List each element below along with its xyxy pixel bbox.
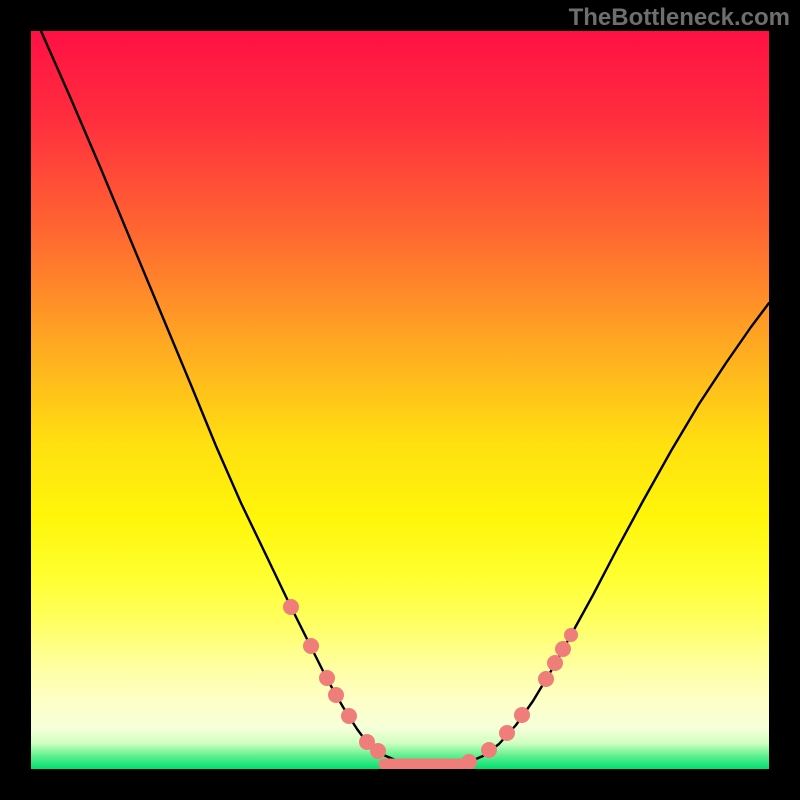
curve-left [41, 31, 417, 765]
curve-right [455, 303, 769, 765]
marker-left-0 [283, 599, 299, 615]
marker-left-1 [303, 638, 319, 654]
chart-root: TheBottleneck.com [0, 0, 800, 800]
marker-right-3 [514, 707, 530, 723]
plot-area [31, 31, 769, 769]
marker-left-6 [370, 743, 386, 759]
marker-left-4 [341, 708, 357, 724]
overlay-svg [31, 31, 769, 769]
marker-right-0 [461, 754, 477, 769]
marker-left-2 [319, 670, 335, 686]
marker-right-4 [538, 671, 554, 687]
marker-right-7 [564, 628, 578, 642]
watermark-text: TheBottleneck.com [569, 4, 790, 32]
marker-left-3 [328, 687, 344, 703]
marker-right-6 [555, 641, 571, 657]
marker-right-5 [547, 655, 563, 671]
marker-right-2 [499, 725, 515, 741]
marker-right-1 [481, 742, 497, 758]
